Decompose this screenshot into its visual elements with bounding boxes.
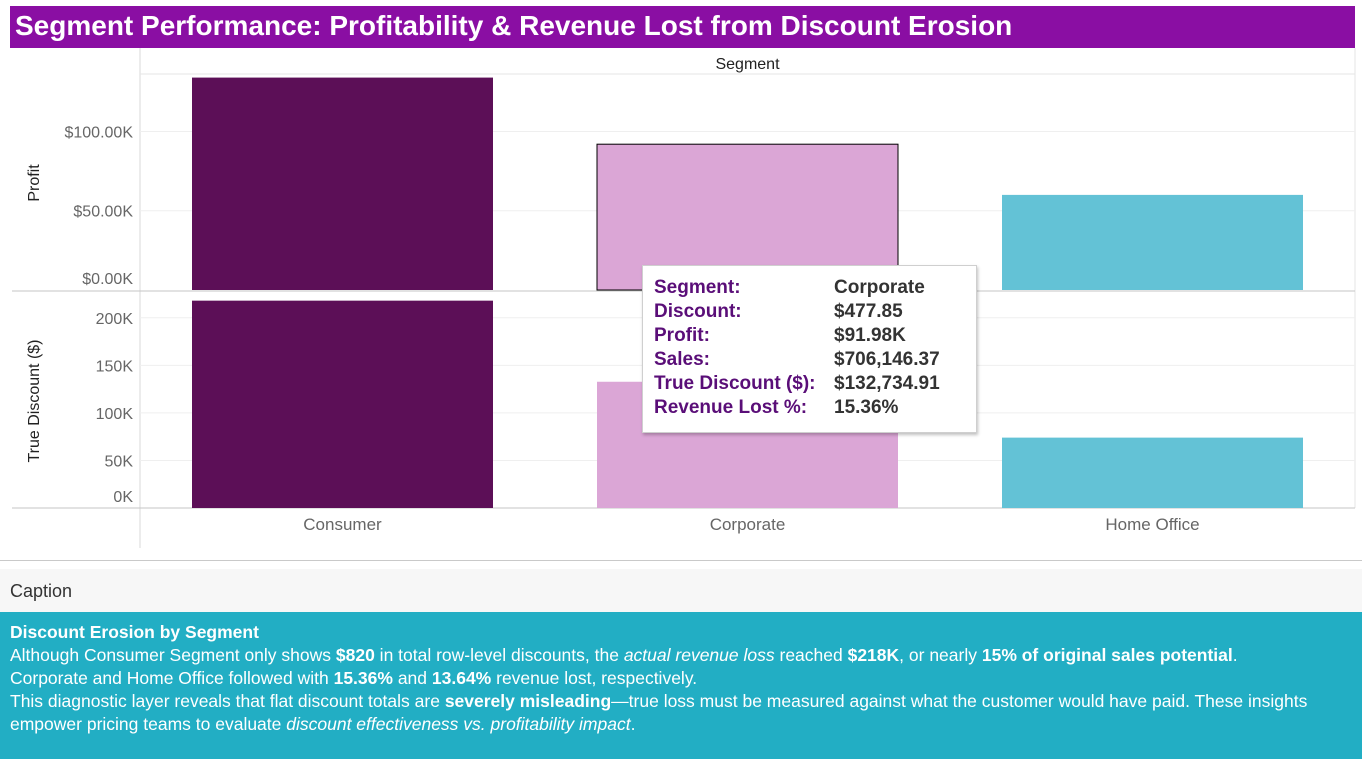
caption-header-label: Caption	[10, 581, 73, 601]
y-tick-label: 150K	[96, 358, 134, 375]
x-category-label: Corporate	[710, 515, 786, 534]
y-axis-title: True Discount ($)	[26, 340, 43, 463]
bar-true-discount--consumer	[192, 300, 493, 508]
bar-profit-consumer	[192, 77, 493, 290]
dashboard-title: Segment Performance: Profitability & Rev…	[15, 10, 1013, 41]
tooltip-key: Sales:	[654, 349, 710, 370]
tooltip-key: Discount:	[654, 301, 742, 322]
tooltip-value: Corporate	[834, 277, 925, 298]
x-category-label: Consumer	[303, 515, 382, 534]
caption-heading: Discount Erosion by Segment	[10, 622, 259, 642]
tooltip-key: Profit:	[654, 325, 710, 346]
y-tick-label: 100K	[96, 406, 134, 423]
y-tick-label: $50.00K	[73, 204, 133, 221]
y-axis-title: Profit	[26, 164, 43, 202]
y-tick-label: 0K	[113, 489, 133, 506]
tooltip-key: Segment:	[654, 277, 741, 298]
caption-line-1: Although Consumer Segment only shows $82…	[10, 645, 1238, 665]
caption-line-3: This diagnostic layer reveals that flat …	[10, 691, 1308, 734]
caption-header: Caption	[0, 569, 1362, 612]
tooltip-key: True Discount ($):	[654, 373, 816, 394]
bar-true-discount--home-office	[1002, 437, 1303, 508]
tooltip-value: $477.85	[834, 301, 903, 322]
column-header-segment: Segment	[715, 56, 780, 73]
caption-line-2: Corporate and Home Office followed with …	[10, 668, 698, 688]
y-tick-label: $100.00K	[64, 124, 133, 141]
tooltip-value: 15.36%	[834, 397, 899, 418]
bar-profit-home-office	[1002, 194, 1303, 290]
x-category-label: Home Office	[1105, 515, 1199, 534]
y-tick-label: 50K	[105, 453, 134, 470]
chart-tooltip: Segment: Corporate Discount: $477.85 Profit:…	[642, 265, 977, 433]
caption-box: Discount Erosion by Segment Although Con…	[0, 612, 1362, 759]
y-tick-label: $0.00K	[82, 271, 133, 288]
tooltip-value: $132,734.91	[834, 373, 940, 394]
dashboard-title-bar: Segment Performance: Profitability & Rev…	[10, 6, 1355, 48]
section-divider	[0, 560, 1362, 561]
tooltip-value: $706,146.37	[834, 349, 940, 370]
caption-content: Discount Erosion by Segment Although Con…	[10, 621, 1350, 736]
y-tick-label: 200K	[96, 311, 134, 328]
tooltip-key: Revenue Lost %:	[654, 397, 808, 418]
tooltip-value: $91.98K	[834, 325, 906, 346]
